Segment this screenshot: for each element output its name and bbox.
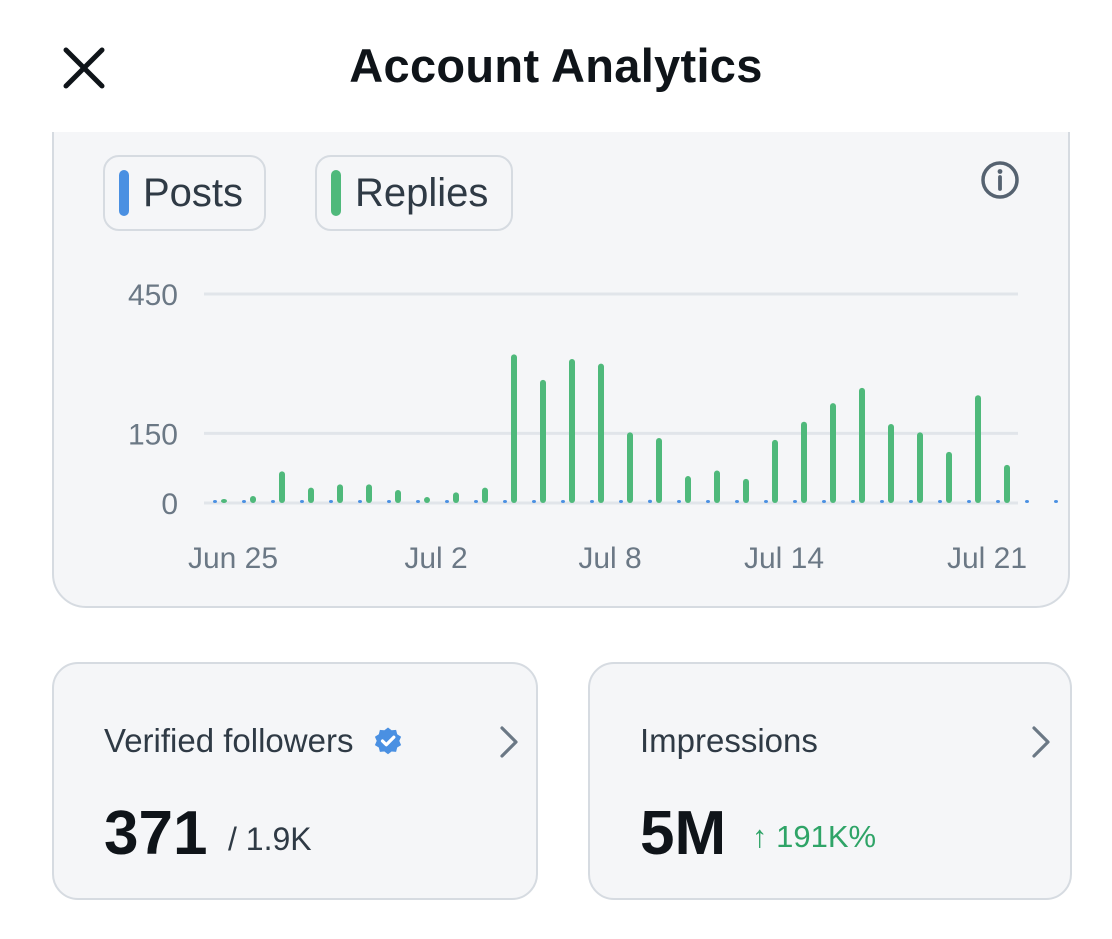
verified-followers-label: Verified followers xyxy=(104,722,354,759)
x-tick-label: Jul 8 xyxy=(578,542,641,575)
posts-bar xyxy=(387,500,391,503)
verified-followers-value: 371 xyxy=(104,799,208,868)
replies-bar xyxy=(975,395,981,503)
posts-bar xyxy=(793,500,797,503)
followers-total: / 1.9K xyxy=(228,821,312,857)
posts-bar xyxy=(213,500,217,503)
replies-bar xyxy=(366,484,372,503)
posts-bar xyxy=(1054,500,1058,503)
impressions-label: Impressions xyxy=(640,722,818,759)
info-icon xyxy=(981,161,1019,199)
replies-bar xyxy=(540,379,546,503)
impressions-change: ↑ 191K% xyxy=(752,819,877,854)
replies-bar xyxy=(888,424,894,503)
replies-bar xyxy=(714,470,720,503)
replies-bar xyxy=(801,421,807,503)
replies-bar xyxy=(453,492,459,503)
replies-bar xyxy=(598,363,604,503)
posts-bar xyxy=(764,500,768,503)
replies-bar xyxy=(482,487,488,503)
replies-bar xyxy=(1004,464,1010,503)
y-tick-label: 0 xyxy=(161,488,178,521)
posts-bar xyxy=(474,500,478,503)
replies-bar xyxy=(511,354,517,503)
posts-bar xyxy=(445,500,449,503)
replies-bar xyxy=(308,487,314,503)
chevron-right-icon xyxy=(1032,726,1050,758)
replies-bar xyxy=(743,478,749,503)
x-tick-label: Jul 14 xyxy=(744,542,824,575)
replies-bar xyxy=(424,496,430,503)
posts-bar xyxy=(416,500,420,503)
verified-followers-card[interactable]: Verified followers 371 / 1.9K xyxy=(52,662,538,900)
info-button[interactable] xyxy=(980,160,1020,200)
posts-bar xyxy=(648,499,652,503)
posts-bar xyxy=(1025,500,1029,503)
replies-bar xyxy=(859,387,865,503)
posts-bar xyxy=(909,500,913,503)
posts-bar xyxy=(590,500,594,503)
replies-bar xyxy=(337,484,343,503)
posts-bar xyxy=(880,500,884,503)
posts-bar xyxy=(677,500,681,503)
close-button[interactable] xyxy=(58,42,110,94)
replies-swatch xyxy=(331,170,341,216)
y-tick-label: 450 xyxy=(128,279,178,312)
posts-bar xyxy=(271,500,275,503)
verified-followers-label-row: Verified followers xyxy=(104,722,403,760)
x-tick-label: Jul 2 xyxy=(404,542,467,575)
posts-bar xyxy=(300,500,304,503)
page-title: Account Analytics xyxy=(349,39,763,92)
posts-bar xyxy=(561,500,565,503)
replies-bar xyxy=(569,359,575,503)
posts-bar xyxy=(851,500,855,503)
impressions-value: 5M xyxy=(640,799,727,868)
bar-chart: 450 150 0 Jun 25 Jul 2 Jul 8 Jul 14 Jul 21 xyxy=(128,279,1058,575)
posts-bar xyxy=(822,500,826,503)
posts-bar xyxy=(706,500,710,503)
posts-bar xyxy=(996,500,1000,503)
legend-replies-toggle[interactable]: Replies xyxy=(315,155,513,231)
replies-bar xyxy=(830,403,836,503)
posts-bar xyxy=(503,500,507,503)
replies-bar xyxy=(627,432,633,503)
posts-bar xyxy=(938,500,942,503)
legend-posts-label: Posts xyxy=(143,170,244,215)
y-tick-label: 150 xyxy=(128,418,178,451)
replies-bar xyxy=(395,489,401,503)
impressions-card[interactable]: Impressions 5M ↑ 191K% xyxy=(588,662,1072,900)
close-icon xyxy=(63,47,105,89)
legend-replies-label: Replies xyxy=(355,170,489,215)
posts-bar xyxy=(619,500,623,503)
verified-badge-icon xyxy=(374,727,401,755)
posts-bar xyxy=(358,500,362,503)
replies-bar xyxy=(772,439,778,503)
x-tick-label: Jun 25 xyxy=(188,542,278,575)
posts-bar xyxy=(532,500,536,503)
chevron-right-icon xyxy=(500,726,518,758)
posts-bar xyxy=(242,500,246,503)
posts-swatch xyxy=(119,170,129,216)
posts-bar xyxy=(329,500,333,503)
replies-bar xyxy=(946,451,952,503)
x-tick-label: Jul 21 xyxy=(947,542,1027,575)
header-backdrop xyxy=(40,96,1080,132)
posts-bar xyxy=(735,500,739,503)
legend-posts-toggle[interactable]: Posts xyxy=(103,155,266,231)
replies-bar xyxy=(221,499,227,503)
posts-bar xyxy=(967,500,971,503)
replies-bar xyxy=(279,471,285,503)
replies-bar xyxy=(656,437,662,503)
replies-bar xyxy=(685,476,691,503)
replies-bar xyxy=(250,496,256,503)
replies-bar xyxy=(917,432,923,503)
